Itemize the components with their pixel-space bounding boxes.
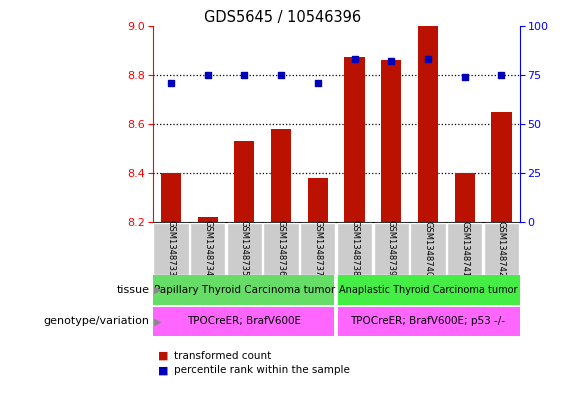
Text: transformed count: transformed count [174,351,271,361]
Text: GSM1348737: GSM1348737 [314,220,322,277]
Bar [447,222,483,275]
Point [497,72,506,78]
Text: TPOCreER; BrafV600E; p53 -/-: TPOCreER; BrafV600E; p53 -/- [350,316,506,326]
Bar [338,307,520,336]
Bar [418,26,438,222]
Text: ■: ■ [158,365,169,375]
Text: genotype/variation: genotype/variation [44,316,150,326]
Bar [153,222,189,275]
Text: Papillary Thyroid Carcinoma tumor: Papillary Thyroid Carcinoma tumor [154,285,335,295]
Point [240,72,249,78]
Text: GDS5645 / 10546396: GDS5645 / 10546396 [204,10,361,25]
Text: Anaplastic Thyroid Carcinoma tumor: Anaplastic Thyroid Carcinoma tumor [339,285,517,295]
Text: tissue: tissue [117,285,150,295]
Bar [234,141,254,222]
Text: GSM1348733: GSM1348733 [167,220,175,277]
Text: GSM1348740: GSM1348740 [424,220,432,277]
Text: TPOCreER; BrafV600E: TPOCreER; BrafV600E [188,316,301,326]
Point [277,72,286,78]
Bar [345,57,364,222]
Text: GSM1348742: GSM1348742 [497,220,506,277]
Text: GSM1348734: GSM1348734 [203,220,212,277]
Bar [227,222,262,275]
Bar [484,222,519,275]
Point [424,56,433,62]
Bar [338,275,520,305]
Bar [373,222,409,275]
Bar [198,217,218,222]
Bar [161,173,181,222]
Text: percentile rank within the sample: percentile rank within the sample [174,365,350,375]
Point [350,56,359,62]
Bar [300,222,336,275]
Text: ▶: ▶ [154,285,161,295]
Text: ▶: ▶ [154,316,161,326]
Point [167,79,176,86]
Point [203,72,212,78]
Text: ■: ■ [158,351,169,361]
Text: GSM1348736: GSM1348736 [277,220,285,277]
Bar [263,222,299,275]
Bar [271,129,291,222]
Text: GSM1348741: GSM1348741 [460,220,469,277]
Point [460,73,470,80]
Point [387,58,396,64]
Bar [153,275,334,305]
Bar [492,112,511,222]
Text: GSM1348735: GSM1348735 [240,220,249,277]
Bar [455,173,475,222]
Point [314,79,323,86]
Bar [153,307,334,336]
Text: GSM1348739: GSM1348739 [387,220,396,277]
Bar [410,222,446,275]
Bar [308,178,328,222]
Bar [381,60,401,222]
Text: GSM1348738: GSM1348738 [350,220,359,277]
Bar [337,222,372,275]
Bar [190,222,225,275]
